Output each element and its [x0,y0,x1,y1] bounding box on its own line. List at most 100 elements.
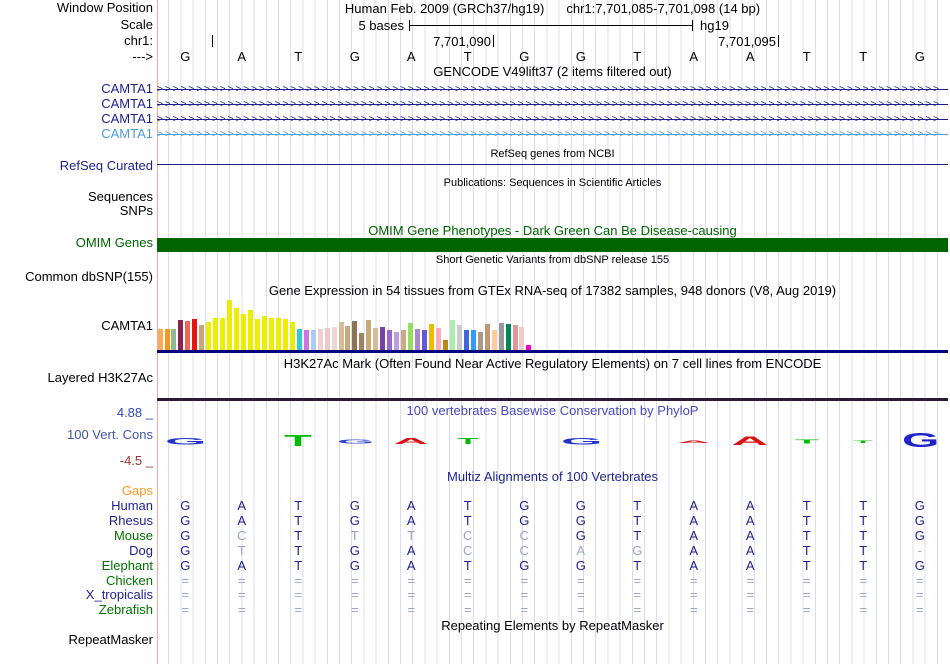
gtex-tissue-bar[interactable] [227,300,233,350]
left-label-layered-h3k27ac[interactable]: Layered H3K27Ac [47,370,153,385]
gene-row-camta1-2[interactable]: >>>>>>>>>>>>>>>>>>>>>>>>>>>>>>>>>>>>>>>>… [157,98,948,111]
center-title-dbsnp-title[interactable]: Short Genetic Variants from dbSNP releas… [435,254,670,266]
gtex-tissue-bar[interactable] [484,324,490,350]
gtex-tissue-bar[interactable] [498,323,504,350]
alignment-species-label-zebrafish[interactable]: Zebrafish [98,602,153,617]
gtex-tissue-bar[interactable] [505,324,511,350]
gtex-tissue-bar[interactable] [373,328,379,350]
gtex-tissue-bar[interactable] [477,332,483,350]
left-label-sequences[interactable]: Sequences [87,189,153,204]
gtex-tissue-bar[interactable] [352,321,358,350]
gtex-tissue-bar[interactable] [206,322,212,350]
gtex-tissue-bar[interactable] [428,324,434,350]
center-title-repeat-title[interactable]: Repeating Elements by RepeatMasker [441,618,664,633]
gtex-tissue-bar[interactable] [401,330,407,350]
gtex-tissue-bar[interactable] [192,319,198,350]
center-title-pubs-title[interactable]: Publications: Sequences in Scientific Ar… [443,177,662,189]
gtex-tissue-bar[interactable] [442,340,448,350]
phylop-logo-letter: T [284,433,313,450]
gtex-tissue-bar[interactable] [463,330,469,350]
left-label-gencode-camta1-4[interactable]: CAMTA1 [101,126,153,141]
center-title-refseq-title[interactable]: RefSeq genes from NCBI [490,148,615,160]
gtex-tissue-bar[interactable] [324,328,330,350]
left-label-gencode-camta1-3[interactable]: CAMTA1 [101,111,153,126]
gtex-tissue-bar[interactable] [241,314,246,350]
gtex-tissue-bar[interactable] [366,320,372,350]
gtex-tissue-bar[interactable] [303,330,309,350]
alignment-species-label-rhesus[interactable]: Rhesus [108,513,153,528]
gene-row-camta1-3[interactable]: >>>>>>>>>>>>>>>>>>>>>>>>>>>>>>>>>>>>>>>>… [157,113,948,126]
left-label-refseq-curated[interactable]: RefSeq Curated [59,158,153,173]
center-title-multiz-title[interactable]: Multiz Alignments of 100 Vertebrates [446,469,658,484]
gtex-tissue-bar[interactable] [296,329,302,350]
gtex-tissue-bar[interactable] [213,318,219,350]
gtex-tissue-bar[interactable] [199,325,205,350]
left-label-common-dbsnp[interactable]: Common dbSNP(155) [25,269,153,284]
gtex-tissue-bar[interactable] [185,321,191,350]
gtex-tissue-bar[interactable] [519,327,525,350]
gtex-tissue-bar[interactable] [449,320,455,350]
center-title-h3k27ac-title[interactable]: H3K27Ac Mark (Often Found Near Active Re… [283,356,822,371]
center-title-phylop-title[interactable]: 100 vertebrates Basewise Conservation by… [406,403,699,418]
alignment-base-cell: G [519,513,530,528]
refseq-curated-gene-line[interactable] [157,164,948,165]
gtex-tissue-bar[interactable] [234,308,240,350]
alignment-species-label-human[interactable]: Human [111,498,153,513]
alignment-base-cell: G [180,558,191,573]
left-label-vert-cons[interactable]: 100 Vert. Cons [67,427,153,442]
alignment-species-label-mouse[interactable]: Mouse [113,528,153,543]
alignment-species-label-elephant[interactable]: Elephant [101,558,153,573]
left-label-snps[interactable]: SNPs [119,203,153,218]
left-label-omim-genes[interactable]: OMIM Genes [75,235,153,250]
gtex-tissue-bar[interactable] [491,330,497,350]
alignment-species-label-chicken[interactable]: Chicken [106,573,153,588]
gtex-tissue-bar[interactable] [220,318,226,350]
gene-intron-line [157,104,948,105]
center-title-gencode-title[interactable]: GENCODE V49lift37 (2 items filtered out) [433,64,672,79]
gtex-tissue-bar[interactable] [345,326,351,350]
gtex-tissue-bar[interactable] [317,329,323,350]
center-title-omim-title[interactable]: OMIM Gene Phenotypes - Dark Green Can Be… [368,223,737,238]
alignment-species-label-dog[interactable]: Dog [129,543,153,558]
gtex-tissue-bar[interactable] [282,319,288,350]
alignment-base-cell: C [519,528,529,543]
h3k27ac-signal-baseline[interactable] [157,398,948,401]
gtex-tissue-bar[interactable] [394,332,400,350]
gtex-tissue-bar[interactable] [157,329,163,350]
omim-genes-bar[interactable] [157,238,948,252]
alignment-base-cell: T [802,543,811,558]
gtex-tissue-bar[interactable] [289,322,295,350]
gtex-tissue-bar[interactable] [178,320,184,350]
gtex-tissue-bar[interactable] [422,330,427,350]
gtex-tissue-bar[interactable] [248,310,253,350]
left-label-repeatmasker[interactable]: RepeatMasker [68,632,153,647]
gtex-tissue-bar[interactable] [408,323,414,350]
gtex-tissue-bar[interactable] [512,325,518,350]
gtex-tissue-bar[interactable] [261,316,267,350]
gtex-tissue-bar[interactable] [456,325,462,350]
gtex-tissue-bar[interactable] [526,345,532,350]
gtex-tissue-bar[interactable] [331,327,337,350]
gtex-tissue-bar[interactable] [415,329,420,350]
gtex-tissue-bar[interactable] [268,318,274,350]
gtex-tissue-bar[interactable] [387,330,393,350]
left-label-gtex-camta1[interactable]: CAMTA1 [101,318,153,333]
gene-row-camta1-4[interactable]: >>>>>>>>>>>>>>>>>>>>>>>>>>>>>>>>>>>>>>>>… [157,128,948,141]
gtex-tissue-bar[interactable] [359,333,365,350]
gtex-tissue-bar[interactable] [254,319,260,350]
gene-row-camta1-1[interactable]: >>>>>>>>>>>>>>>>>>>>>>>>>>>>>>>>>>>>>>>>… [157,83,948,96]
alignment-base-cell: A [576,543,586,558]
gtex-tissue-bar[interactable] [310,330,316,350]
gtex-tissue-bar[interactable] [470,330,476,350]
gtex-tissue-bar[interactable] [435,328,441,350]
alignment-species-label-gaps[interactable]: Gaps [121,483,153,498]
gtex-tissue-bar[interactable] [380,327,386,350]
gtex-tissue-bar[interactable] [164,329,170,350]
gtex-tissue-bar[interactable] [338,322,344,350]
left-label-gencode-camta1-1[interactable]: CAMTA1 [101,81,153,96]
gtex-tissue-bar[interactable] [171,329,177,350]
center-title-gtex-title[interactable]: Gene Expression in 54 tissues from GTEx … [268,283,837,298]
left-label-gencode-camta1-2[interactable]: CAMTA1 [101,96,153,111]
alignment-species-label-x_tropicalis[interactable]: X_tropicalis [85,587,153,602]
gtex-tissue-bar[interactable] [275,318,281,350]
